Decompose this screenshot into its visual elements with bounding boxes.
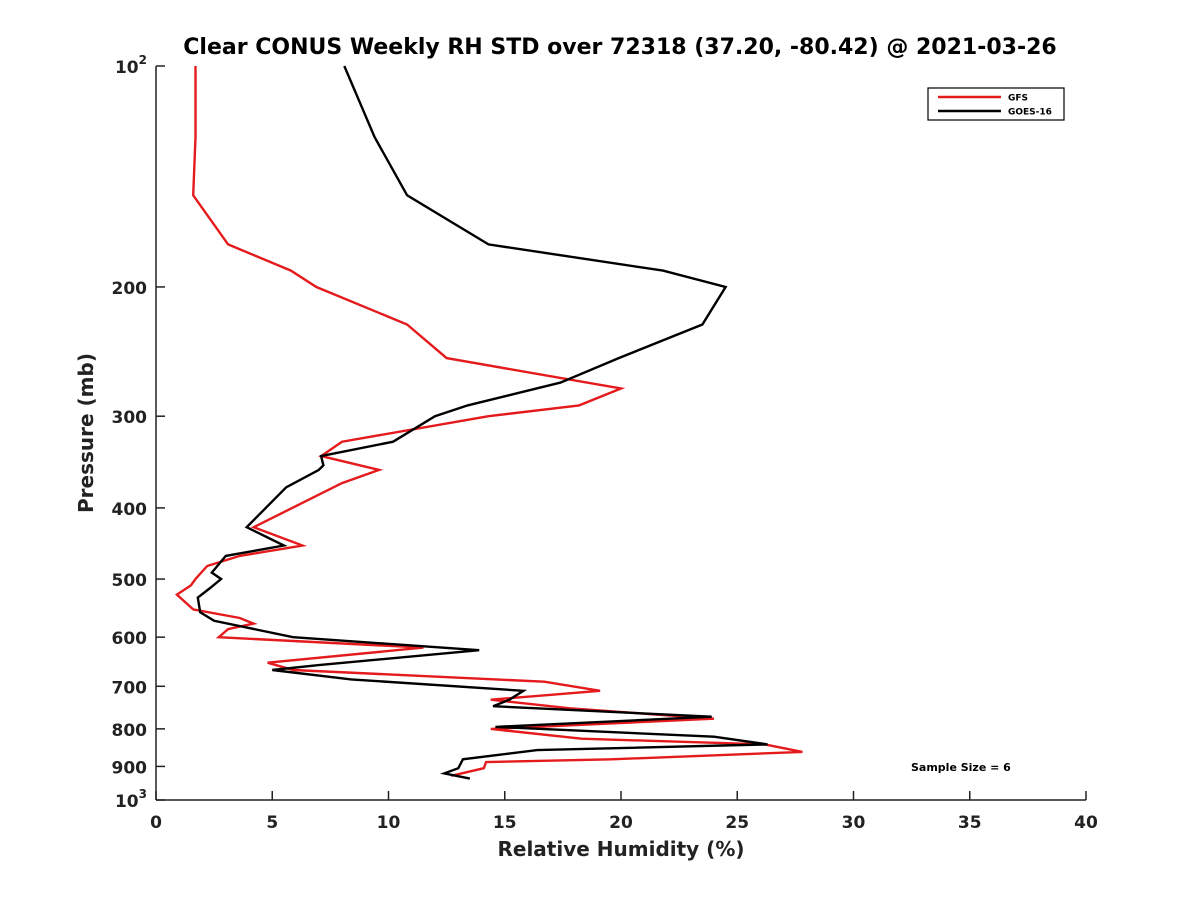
y-tick-label-base: 400 [112,500,148,520]
y-tick-label: 102 [115,53,147,78]
x-tick-label: 20 [609,813,633,833]
x-axis-label: Relative Humidity (%) [497,837,744,861]
y-tick-label: 103 [115,787,147,812]
y-tick-label: 800 [112,721,148,741]
y-tick-label-base: 800 [112,721,148,741]
y-tick-label: 200 [112,279,148,299]
series-line-gfs [174,66,803,777]
y-tick-label-base: 10 [115,792,139,812]
x-tick-label: 40 [1074,813,1098,833]
y-tick-label-base: 10 [115,58,139,78]
x-tick-label: 15 [493,813,517,833]
plot-area [155,65,1086,801]
y-tick-label: 500 [112,571,148,591]
x-tick-label: 10 [377,813,401,833]
legend: GFS GOES-16 [927,87,1065,121]
legend-label: GOES-16 [1008,108,1052,118]
series-layer [174,65,803,780]
y-tick-label-exponent: 2 [139,53,147,67]
series-line-goes-16 [196,65,768,780]
y-tick-label-base: 900 [112,758,148,778]
y-tick-label: 400 [112,500,148,520]
y-tick-label: 300 [112,408,148,428]
x-tick-label: 30 [842,813,866,833]
x-tick-label: 35 [958,813,982,833]
y-tick-label: 600 [112,629,148,649]
y-tick-label-base: 300 [112,408,148,428]
x-ticks: 0 5 10 15 20 25 30 35 40 [150,791,1098,833]
x-tick-label: 25 [725,813,749,833]
chart-title: Clear CONUS Weekly RH STD over 72318 (37… [183,35,1056,60]
y-tick-label-base: 500 [112,571,148,591]
x-tick-label: 5 [266,813,278,833]
y-tick-label-base: 700 [112,678,148,698]
y-tick-label-exponent: 3 [139,787,147,801]
y-tick-label-base: 200 [112,279,148,299]
y-axis-label: Pressure (mb) [74,353,98,513]
x-tick-label: 0 [150,813,162,833]
legend-label: GFS [1008,94,1028,104]
y-tick-label: 700 [112,678,148,698]
legend-box [927,87,1065,121]
y-tick-label-base: 600 [112,629,148,649]
y-tick-label: 900 [112,758,148,778]
sample-size-annotation: Sample Size = 6 [911,761,1011,774]
